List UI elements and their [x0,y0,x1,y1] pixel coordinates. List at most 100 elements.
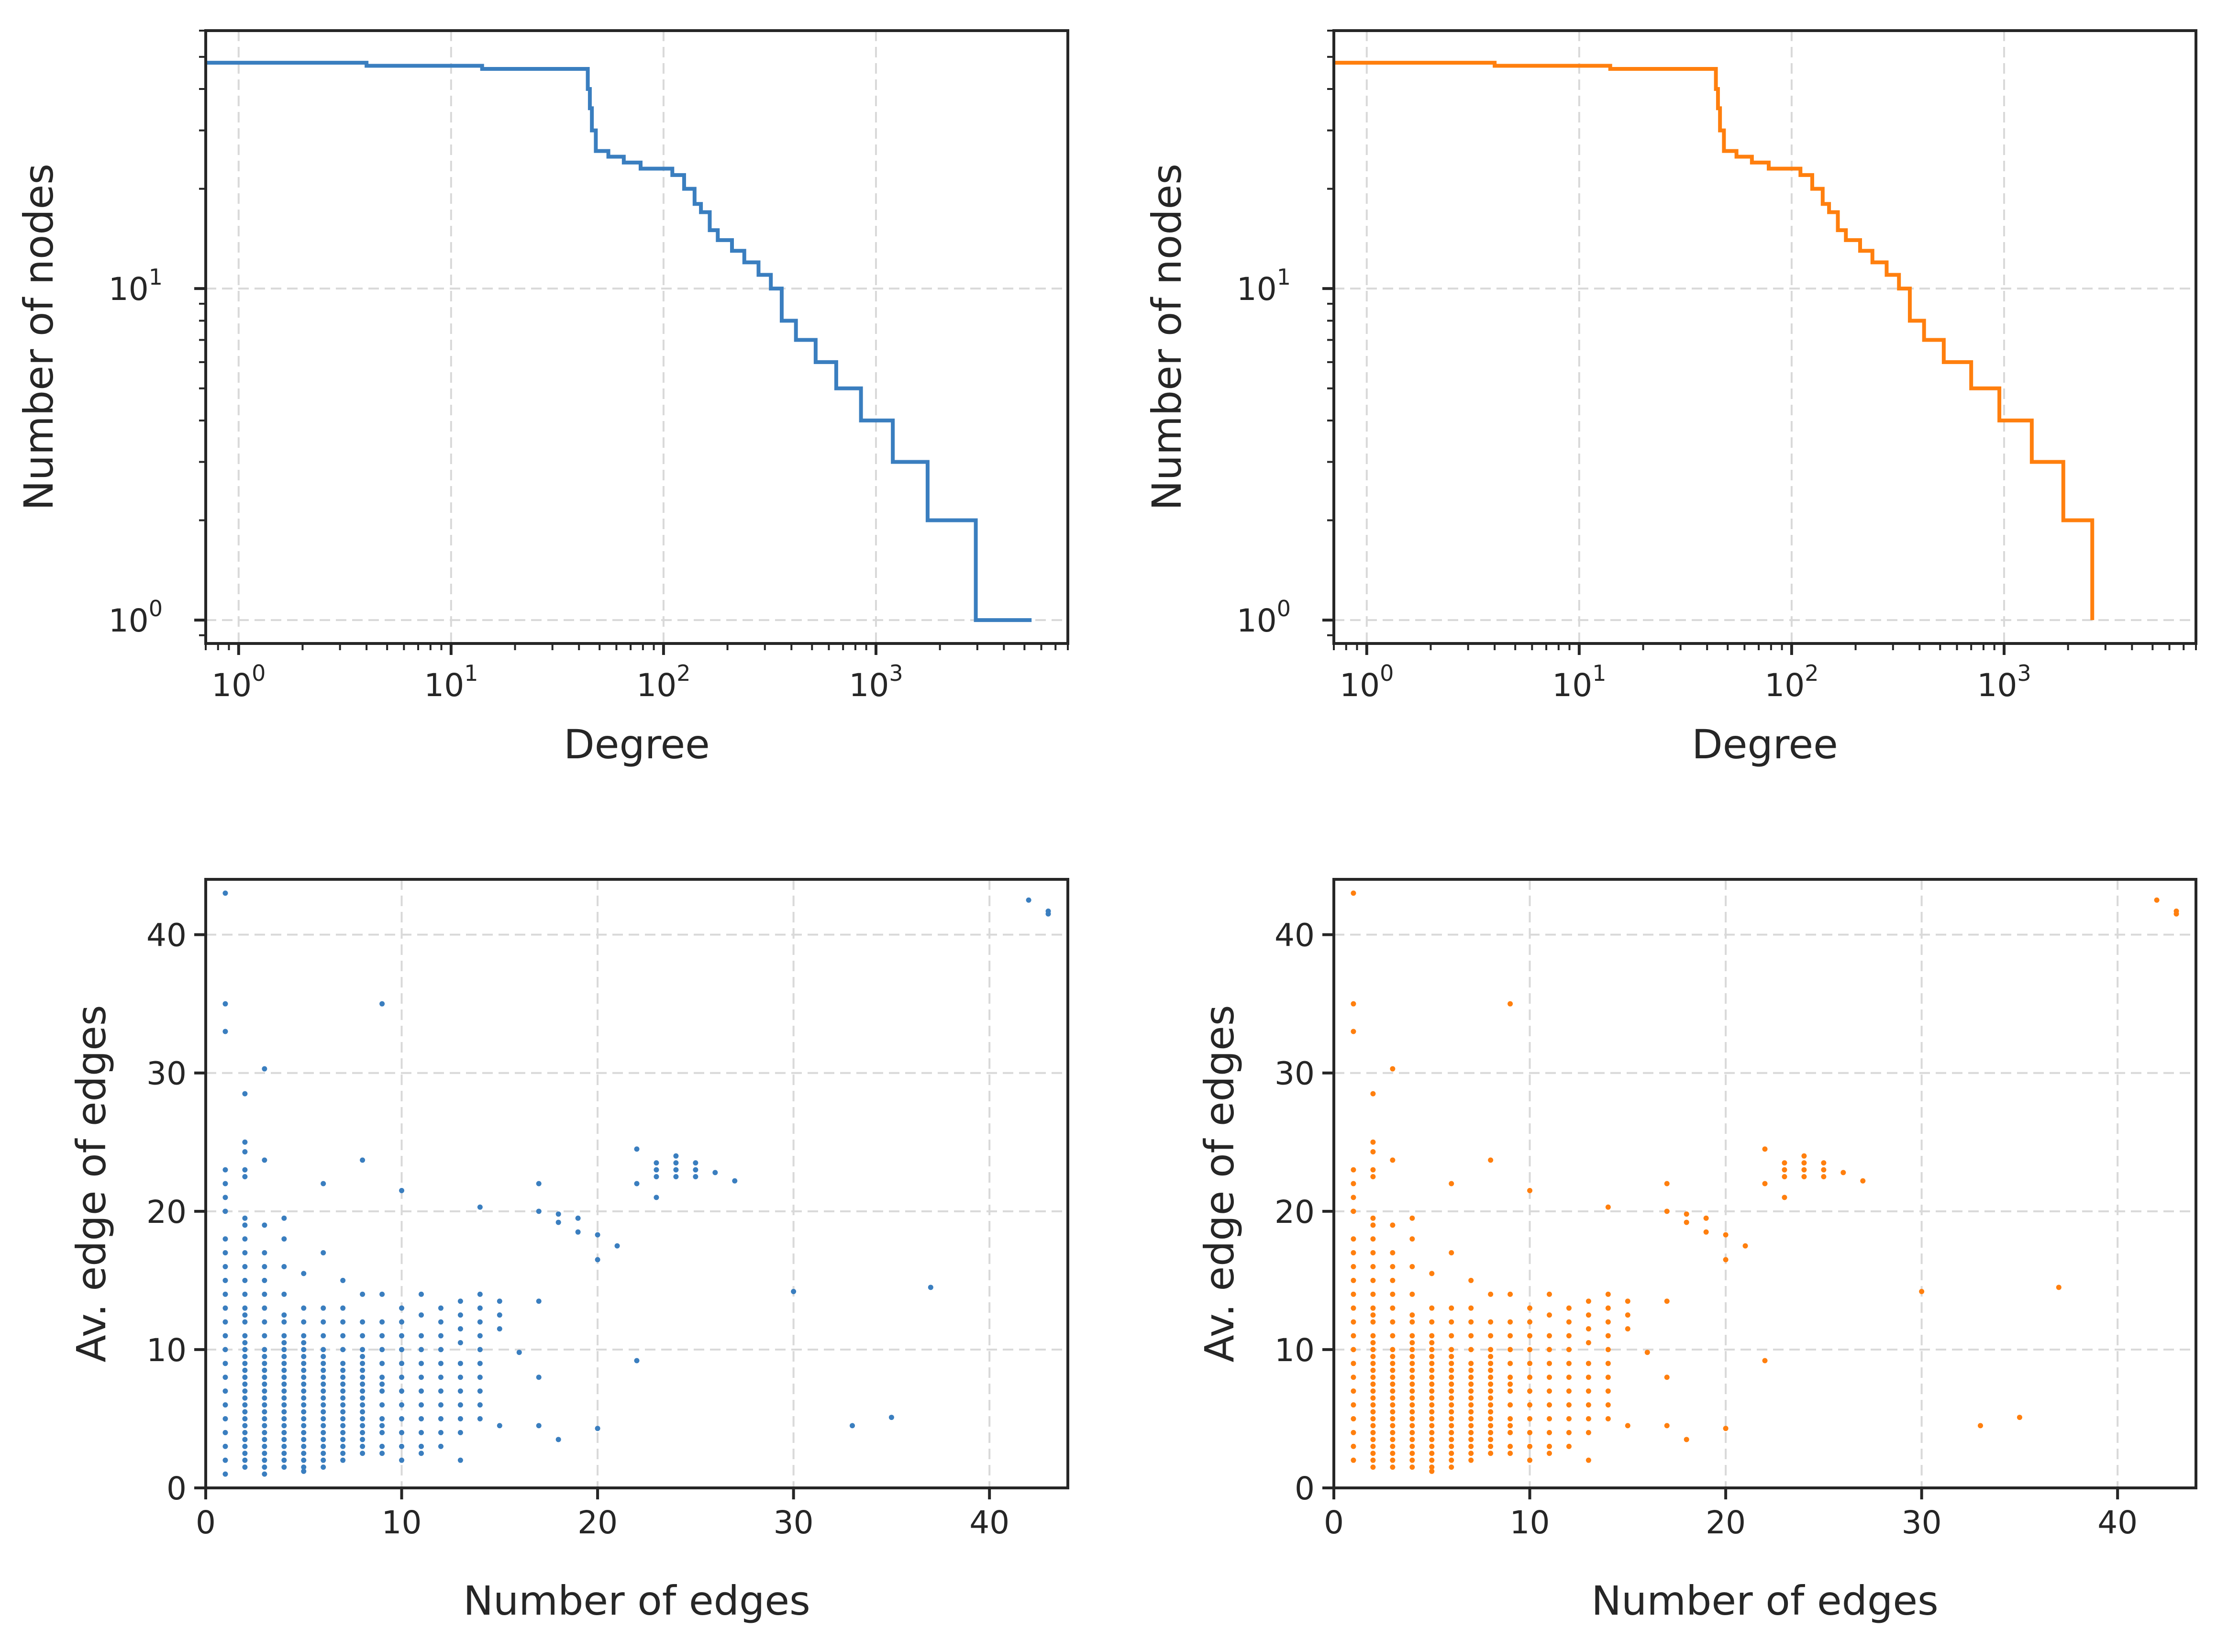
scatter-point [262,1367,267,1373]
scatter-point [399,1457,405,1463]
scatter-point [262,1333,267,1339]
scatter-point [222,1319,228,1325]
scatter-point [262,1451,267,1456]
scatter-point [242,1430,248,1435]
scatter-point [321,1395,326,1401]
scatter-point [1429,1375,1435,1380]
scatter-point [1370,1451,1376,1456]
scatter-point [379,1388,385,1394]
axes-frame [204,878,1069,1489]
axes-frame [1332,878,2197,1489]
scatter-point [340,1451,346,1456]
scatter-point [301,1423,307,1429]
scatter-point [693,1167,698,1173]
scatter-point [262,1250,267,1256]
scatter-point [497,1312,502,1318]
scatter-point [242,1250,248,1256]
scatter-point [321,1388,326,1394]
scatter-point [262,1375,267,1380]
scatter-point [477,1319,483,1325]
scatter-point [438,1319,443,1325]
scatter-point [1409,1215,1415,1221]
ticks [1322,933,2119,1499]
scatter-point [1585,1430,1591,1435]
scatter-point [1390,1250,1396,1256]
scatter-point [1488,1375,1494,1380]
scatter-point [1351,1416,1356,1421]
scatter-point [1488,1361,1494,1366]
scatter-point [1390,1430,1396,1435]
scatter-point [1527,1305,1533,1311]
scatter-point [1370,1402,1376,1408]
scatter-point [1390,1277,1396,1283]
scatter-point [1527,1375,1533,1380]
x-tick-label: 20 [577,1504,618,1541]
x-tick-label: 100 [211,660,266,704]
scatter-point [1370,1409,1376,1415]
scatter-point [1390,1388,1396,1394]
scatter-point [1821,1160,1827,1166]
scatter-point [1625,1423,1630,1429]
scatter-point [1409,1402,1415,1408]
scatter-point [281,1395,287,1401]
scatter-point [222,1457,228,1463]
scatter-point [1370,1174,1376,1180]
scatter-point [457,1340,463,1345]
grid [1334,31,2196,643]
scatter-point [438,1430,443,1435]
scatter-point [1605,1375,1611,1380]
scatter-point [301,1367,307,1373]
scatter-point [1370,1464,1376,1470]
scatter-point [360,1409,366,1415]
scatter-point [654,1167,659,1173]
scatter-point [1390,1264,1396,1269]
scatter-point [1566,1361,1572,1366]
scatter-point [1508,1451,1513,1456]
scatter-point [399,1402,405,1408]
scatter-point [1370,1139,1376,1145]
scatter-point [281,1437,287,1442]
scatter-point [281,1361,287,1366]
scatter-point [242,1091,248,1097]
scatter-point [1390,1443,1396,1449]
scatter-point [1801,1153,1807,1159]
scatter-point [1449,1451,1454,1456]
scatter-point [1488,1319,1494,1325]
scatter-point [1370,1361,1376,1366]
y-axis-label: Av. edge of edges [1196,1005,1243,1362]
scatter-point [438,1361,443,1366]
scatter-point [1566,1305,1572,1311]
scatter-point [1547,1361,1552,1366]
scatter-point [438,1375,443,1380]
scatter-point [1508,1333,1513,1339]
scatter-point [1782,1167,1787,1173]
scatter-point [595,1426,600,1431]
scatter-point [321,1464,326,1470]
scatter-point [1351,1443,1356,1449]
scatter-point [1429,1395,1435,1401]
scatter-point [242,1340,248,1345]
scatter-point [1429,1468,1435,1474]
scatter-point [1390,1423,1396,1429]
scatter-point [399,1333,405,1339]
scatter-point [281,1430,287,1435]
scatter-point [321,1437,326,1442]
scatter-point [301,1381,307,1387]
scatter-point [1527,1430,1533,1435]
scatter-point [281,1423,287,1429]
scatter-point [399,1375,405,1380]
x-tick-label: 101 [424,660,478,704]
scatter-point [1527,1187,1533,1193]
scatter-point [1468,1416,1474,1421]
scatter-point [693,1174,698,1180]
scatter-point [1409,1333,1415,1339]
scatter-point [732,1178,738,1184]
scatter-point [1429,1451,1435,1456]
x-axis-label: Degree [1692,721,1838,768]
scatter-point [1527,1416,1533,1421]
scatter-point [1449,1361,1454,1366]
scatter-point [222,1236,228,1242]
ticks [1322,30,2197,655]
scatter-point [360,1437,366,1442]
scatter-point [1585,1340,1591,1345]
